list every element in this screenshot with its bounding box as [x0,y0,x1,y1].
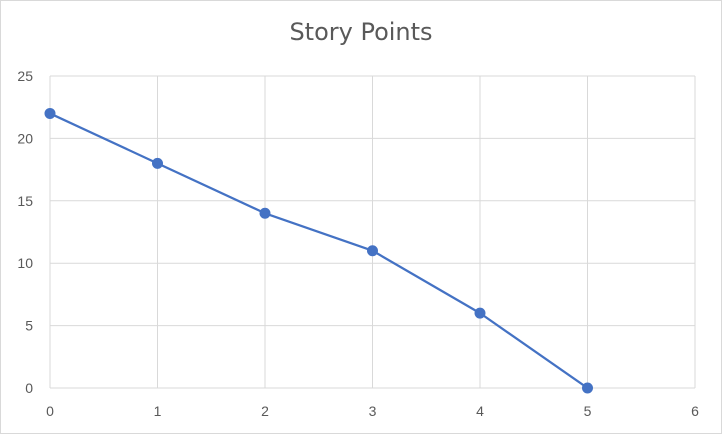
x-tick-label: 1 [154,403,162,419]
chart-title: Story Points [289,18,433,46]
x-tick-label: 6 [691,403,699,419]
data-point-4 [474,307,486,319]
series [44,107,593,394]
data-point-1 [152,157,163,169]
x-tick-label: 3 [369,403,377,419]
y-tick-label: 10 [17,255,33,271]
data-point-2 [259,207,271,219]
y-tick-label: 0 [25,380,33,396]
data-point-3 [367,245,378,257]
series-line [49,112,589,389]
y-tick-label: 5 [25,318,33,334]
x-tick-label: 2 [261,403,269,419]
x-tick-label: 4 [476,403,484,419]
y-tick-label: 25 [17,68,33,84]
y-tick-label: 15 [17,193,33,209]
y-tick-label: 20 [17,130,33,146]
tick-labels: 0 5 10 15 20 25 0 1 2 3 4 5 6 [17,68,699,419]
grid [49,75,696,389]
x-tick-label: 5 [584,403,592,419]
data-point-0 [44,107,56,119]
x-tick-label: 0 [46,403,54,419]
data-point-5 [582,382,593,394]
